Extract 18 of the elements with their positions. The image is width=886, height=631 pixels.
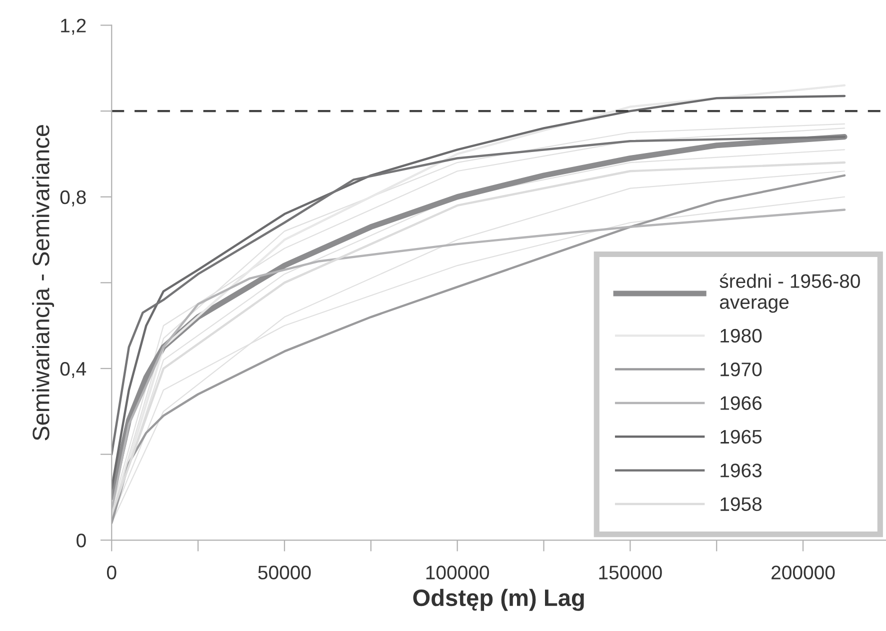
legend-label: 1980 — [720, 328, 762, 343]
legend-label: średni - 1956-80 average — [720, 273, 860, 313]
x-tick-label: 0 — [106, 566, 116, 580]
legend-label: 1963 — [720, 464, 762, 478]
x-tick-label: 50000 — [258, 566, 311, 580]
y-tick-label: 0,8 — [60, 190, 86, 206]
y-axis-title: Semiwariancja - Semivariance — [32, 124, 54, 440]
legend-label: 1965 — [720, 430, 762, 444]
legend-label: 1958 — [720, 497, 762, 512]
x-tick-label: 100000 — [426, 566, 490, 580]
x-tick-label: 200000 — [772, 566, 835, 580]
x-tick-label: 150000 — [599, 566, 662, 580]
y-tick-label: 0,4 — [60, 362, 86, 378]
y-tick-label: 1,2 — [61, 18, 86, 35]
y-tick-label: 0 — [76, 534, 86, 548]
legend-label: 1966 — [720, 396, 762, 410]
legend-label: 1970 — [720, 362, 762, 376]
x-axis-title: Odstęp (m) Lag — [413, 588, 584, 611]
